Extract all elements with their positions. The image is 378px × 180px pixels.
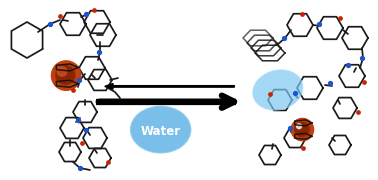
- Circle shape: [300, 128, 302, 130]
- Circle shape: [54, 64, 77, 87]
- Circle shape: [292, 119, 313, 140]
- Circle shape: [300, 127, 303, 131]
- Circle shape: [63, 73, 66, 76]
- Circle shape: [56, 66, 74, 84]
- Circle shape: [292, 120, 312, 140]
- Ellipse shape: [253, 70, 303, 110]
- Circle shape: [293, 120, 312, 139]
- Circle shape: [60, 70, 69, 79]
- Circle shape: [53, 63, 78, 88]
- Circle shape: [61, 71, 68, 78]
- Circle shape: [293, 121, 311, 138]
- Circle shape: [297, 125, 306, 134]
- Circle shape: [295, 122, 309, 137]
- FancyArrow shape: [105, 84, 234, 89]
- Circle shape: [59, 69, 71, 81]
- Circle shape: [291, 118, 314, 141]
- Circle shape: [296, 124, 307, 135]
- Circle shape: [52, 62, 80, 89]
- Circle shape: [297, 124, 307, 134]
- Circle shape: [51, 61, 81, 90]
- Circle shape: [299, 126, 304, 132]
- Circle shape: [298, 126, 305, 132]
- Circle shape: [294, 122, 310, 137]
- Circle shape: [301, 129, 302, 130]
- Circle shape: [295, 123, 309, 136]
- Circle shape: [297, 124, 302, 129]
- Circle shape: [58, 68, 73, 82]
- Text: Water: Water: [141, 125, 181, 138]
- Circle shape: [53, 62, 79, 89]
- Circle shape: [57, 67, 73, 83]
- Ellipse shape: [130, 106, 191, 153]
- Circle shape: [62, 72, 67, 76]
- Circle shape: [60, 69, 70, 80]
- Circle shape: [294, 121, 310, 138]
- Circle shape: [58, 68, 71, 81]
- Circle shape: [62, 71, 67, 77]
- Circle shape: [296, 123, 308, 136]
- FancyArrow shape: [96, 98, 234, 106]
- Circle shape: [55, 65, 76, 86]
- Circle shape: [57, 67, 67, 76]
- Circle shape: [56, 66, 75, 85]
- Circle shape: [54, 64, 77, 86]
- Circle shape: [299, 127, 304, 131]
- Circle shape: [63, 73, 65, 75]
- Circle shape: [298, 125, 305, 133]
